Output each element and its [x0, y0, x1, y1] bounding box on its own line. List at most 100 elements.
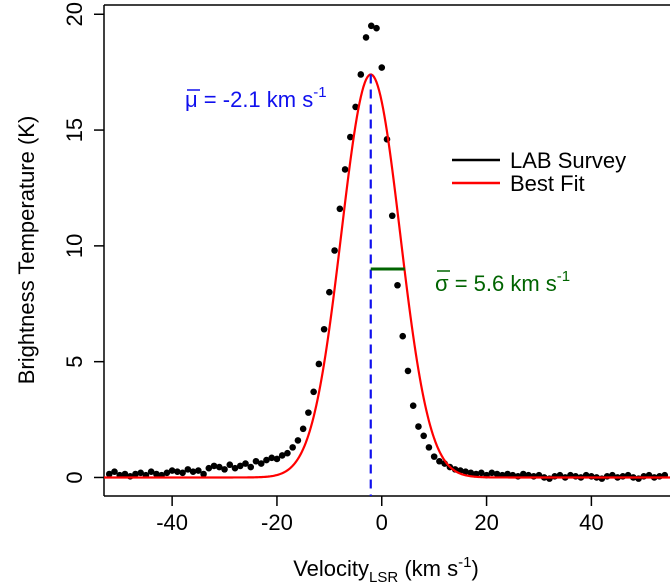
data-point — [268, 454, 276, 462]
legend-label-fit: Best Fit — [510, 171, 585, 196]
sigma-label: σ = 5.6 km s-1 — [435, 268, 570, 296]
x-tick-label: 40 — [579, 510, 603, 535]
data-point — [415, 423, 422, 430]
data-point — [215, 463, 223, 471]
data-point — [404, 367, 412, 375]
data-point — [320, 325, 328, 333]
mu-exp: -1 — [313, 84, 326, 101]
sigma-exp: -1 — [557, 268, 570, 285]
data-point — [388, 212, 396, 220]
data-point — [221, 466, 228, 473]
data-point — [394, 281, 401, 289]
data-point — [409, 402, 417, 409]
data-point — [519, 470, 527, 478]
data-point — [278, 452, 286, 459]
x-tick-label: -20 — [261, 510, 293, 535]
data-point — [488, 469, 496, 477]
data-point — [336, 205, 344, 213]
data-point — [231, 464, 239, 472]
legend-label-lab: LAB Survey — [510, 148, 626, 173]
y-tick-label: 10 — [62, 234, 87, 258]
data-point — [174, 468, 181, 475]
x-axis-label-exp: -1 — [458, 554, 471, 571]
data-point — [347, 133, 354, 141]
data-point — [111, 468, 118, 475]
data-point — [493, 470, 501, 478]
fit-curve — [104, 73, 670, 479]
data-point — [341, 166, 349, 173]
y-tick-label: 5 — [62, 356, 87, 368]
y-axis: 0 5 10 15 20 — [62, 2, 104, 484]
data-point — [184, 466, 192, 473]
x-axis-label-sub: LSR — [369, 569, 398, 586]
sigma-annotation: σ = 5.6 km s-1 — [435, 268, 570, 296]
data-point — [357, 71, 365, 78]
data-point — [289, 444, 296, 451]
data-point — [436, 457, 443, 465]
data-point — [242, 460, 249, 467]
mu-label: μ = -2.1 km s-1 — [185, 84, 327, 112]
x-axis-label: VelocityLSR (km s-1) — [293, 554, 479, 586]
x-axis-label-units: (km s — [398, 556, 458, 581]
data-point — [137, 469, 144, 477]
data-point — [257, 460, 265, 467]
data-point — [367, 22, 375, 30]
x-axis-label-close: ) — [471, 556, 478, 581]
data-point — [163, 469, 171, 477]
data-point — [294, 437, 302, 444]
data-point — [147, 468, 155, 475]
data-point — [420, 432, 427, 440]
x-tick-label: -40 — [156, 510, 188, 535]
data-point — [195, 467, 202, 474]
x-tick-label: 0 — [376, 510, 388, 535]
data-point — [462, 468, 469, 475]
x-axis-label-main: Velocity — [293, 556, 369, 581]
data-point — [105, 470, 113, 478]
y-tick-label: 15 — [62, 118, 87, 142]
y-axis-label: Brightness Temperature (K) — [14, 116, 39, 385]
data-point — [430, 453, 438, 460]
data-point — [352, 103, 359, 111]
mu-symbol: μ — [185, 87, 198, 112]
data-point — [310, 388, 317, 396]
data-point — [478, 469, 485, 477]
data-point — [425, 444, 433, 451]
data-point — [132, 470, 139, 478]
data-point — [378, 64, 386, 71]
data-point — [200, 470, 207, 478]
data-point — [179, 469, 186, 477]
legend: LAB Survey Best Fit — [452, 148, 626, 196]
data-point — [284, 449, 291, 457]
sigma-symbol: σ — [435, 271, 449, 296]
data-point — [210, 462, 218, 470]
data-point — [504, 470, 511, 478]
y-tick-label: 20 — [62, 2, 87, 26]
data-point — [467, 469, 475, 477]
data-point — [362, 34, 370, 41]
data-point — [226, 461, 234, 469]
data-point — [399, 332, 407, 340]
y-tick-label: 0 — [62, 471, 87, 483]
data-point — [205, 464, 213, 472]
data-point — [263, 456, 270, 464]
data-point — [236, 462, 244, 470]
data-point — [121, 470, 129, 478]
data-point — [373, 24, 380, 32]
mu-annotation: μ = -2.1 km s-1 — [185, 84, 327, 112]
data-point — [326, 288, 333, 296]
data-point — [168, 467, 176, 474]
sigma-text: = 5.6 km s — [449, 271, 557, 296]
plot-frame — [103, 4, 670, 497]
data-point — [273, 455, 281, 463]
plot-marks — [104, 22, 670, 496]
data-point — [331, 247, 338, 254]
data-point — [315, 360, 323, 368]
data-point — [305, 409, 312, 416]
data-point — [299, 425, 307, 433]
data-point — [153, 470, 160, 478]
x-tick-label: 20 — [474, 510, 498, 535]
x-axis: -40 -20 0 20 40 — [156, 496, 604, 535]
data-point — [189, 468, 197, 475]
data-point — [252, 457, 260, 465]
